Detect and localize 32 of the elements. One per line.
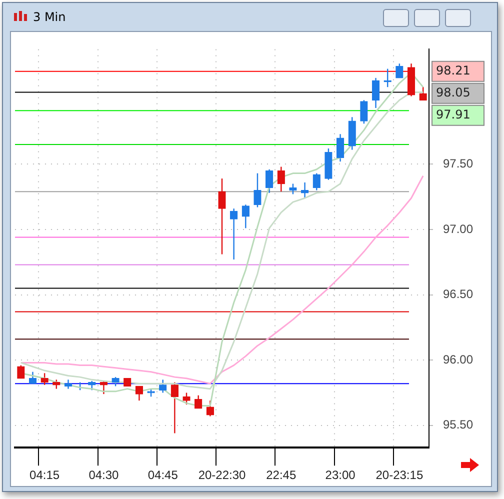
candlestick <box>40 372 48 386</box>
x-tick-label: 20-23:15 <box>376 468 424 482</box>
candlestick <box>312 172 320 191</box>
candlestick <box>277 166 285 192</box>
candlestick <box>182 392 190 406</box>
candlestick <box>348 116 356 150</box>
ref-line-label: 98.21 <box>436 64 470 78</box>
x-tick-label: 04:15 <box>30 468 60 482</box>
chart-title: 3 Min <box>33 10 66 24</box>
x-tick-label: 22:45 <box>266 468 296 482</box>
x-tick-label: 04:30 <box>88 468 120 482</box>
candlestick <box>242 204 250 229</box>
x-tick-label: 04:45 <box>148 468 178 482</box>
candlestick <box>265 168 274 194</box>
candlestick <box>218 178 226 255</box>
candlestick <box>372 77 380 109</box>
x-tick-label: 20-22:30 <box>198 468 246 482</box>
y-tick-label: 95.50 <box>443 418 474 432</box>
candlestick <box>112 376 120 387</box>
candlestick <box>170 382 179 434</box>
candlestick <box>254 172 262 208</box>
y-tick-label: 96.50 <box>443 287 474 302</box>
ref-line-label: 98.05 <box>436 86 470 100</box>
y-tick-label: 97.50 <box>443 156 474 170</box>
y-tick-label: 96.00 <box>443 352 474 366</box>
y-tick-label: 97.00 <box>443 222 474 236</box>
candlestick <box>159 379 167 394</box>
candlestick <box>336 134 344 162</box>
candlestick <box>360 100 368 124</box>
candlestick <box>230 208 238 260</box>
ref-line-label: 97.91 <box>436 108 470 122</box>
x-tick-label: 23:00 <box>325 468 356 482</box>
